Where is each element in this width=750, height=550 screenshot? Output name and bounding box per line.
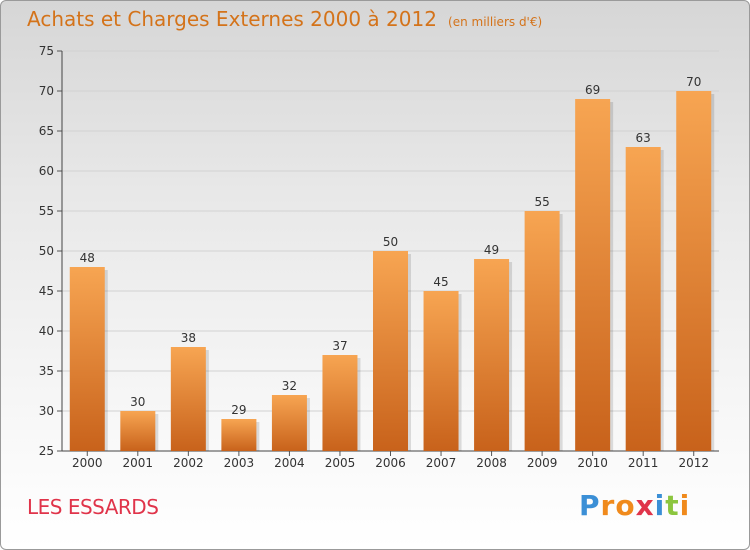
bar-value-label: 55 bbox=[534, 195, 549, 209]
x-tick-label: 2010 bbox=[577, 456, 608, 470]
x-tick-label: 2002 bbox=[173, 456, 204, 470]
bar-value-label: 45 bbox=[433, 275, 448, 289]
x-tick-label: 2009 bbox=[527, 456, 558, 470]
bar-value-label: 70 bbox=[686, 75, 701, 89]
bar bbox=[524, 211, 560, 451]
x-tick-label: 2003 bbox=[224, 456, 255, 470]
y-tick-label: 50 bbox=[39, 244, 54, 258]
commune-name: LES ESSARDS bbox=[27, 495, 159, 519]
logo-letter: r bbox=[600, 489, 616, 522]
bar bbox=[676, 91, 712, 451]
bar bbox=[474, 259, 510, 451]
bar bbox=[170, 347, 206, 451]
chart-title: Achats et Charges Externes 2000 à 2012 bbox=[27, 7, 437, 31]
chart-subtitle: (en milliers d'€) bbox=[448, 15, 543, 29]
logo-letter: i bbox=[654, 489, 666, 522]
bar-value-label: 30 bbox=[130, 395, 145, 409]
x-tick-label: 2005 bbox=[325, 456, 356, 470]
bar bbox=[373, 251, 408, 451]
y-tick-label: 75 bbox=[39, 44, 54, 58]
title-row: Achats et Charges Externes 2000 à 2012 (… bbox=[27, 7, 542, 31]
y-tick-labels: 25 30 35 40 45 50 55 60 65 70 75 bbox=[39, 44, 54, 458]
bar-value-label: 63 bbox=[636, 131, 651, 145]
bar-value-label: 49 bbox=[484, 243, 499, 257]
bar-value-label: 29 bbox=[231, 403, 246, 417]
proxiti-logo: Proxiti bbox=[579, 489, 690, 522]
y-tick-label: 35 bbox=[39, 364, 54, 378]
logo-letter: i bbox=[679, 489, 691, 522]
bar bbox=[120, 411, 156, 451]
bar-value-label: 32 bbox=[282, 379, 297, 393]
logo-letter: P bbox=[579, 489, 601, 522]
logo-letter: t bbox=[665, 489, 680, 522]
x-tick-label: 2011 bbox=[628, 456, 659, 470]
bars: 48 30 38 29 32 37 50 45 49 55 69 63 70 bbox=[69, 75, 715, 451]
bar bbox=[322, 355, 358, 451]
logo-letter: o bbox=[615, 489, 636, 522]
y-tick-label: 30 bbox=[39, 404, 54, 418]
bar bbox=[575, 99, 611, 451]
x-tick-label: 2001 bbox=[123, 456, 154, 470]
logo-letter: x bbox=[635, 489, 655, 522]
bar bbox=[423, 291, 459, 451]
y-tick-label: 60 bbox=[39, 164, 54, 178]
y-tick-label: 40 bbox=[39, 324, 54, 338]
bar-value-label: 69 bbox=[585, 83, 600, 97]
bar bbox=[221, 419, 257, 451]
bar-value-label: 37 bbox=[332, 339, 347, 353]
x-tick-label: 2006 bbox=[375, 456, 406, 470]
y-tick-label: 55 bbox=[39, 204, 54, 218]
x-tick-label: 2000 bbox=[72, 456, 103, 470]
bar bbox=[271, 395, 307, 451]
bar bbox=[69, 267, 105, 451]
y-tick-label: 70 bbox=[39, 84, 54, 98]
x-tick-labels: 2000 2001 2002 2003 2004 2005 2006 2007 2008 2009… bbox=[72, 451, 709, 470]
y-tick-label: 25 bbox=[39, 444, 54, 458]
bar-value-label: 48 bbox=[80, 251, 95, 265]
x-tick-label: 2008 bbox=[476, 456, 507, 470]
y-tick-label: 65 bbox=[39, 124, 54, 138]
bar-value-label: 38 bbox=[181, 331, 196, 345]
bar-value-label: 50 bbox=[383, 235, 398, 249]
x-tick-label: 2007 bbox=[426, 456, 457, 470]
y-tick-label: 45 bbox=[39, 284, 54, 298]
bar bbox=[625, 147, 661, 451]
x-tick-label: 2004 bbox=[274, 456, 305, 470]
x-tick-label: 2012 bbox=[678, 456, 709, 470]
